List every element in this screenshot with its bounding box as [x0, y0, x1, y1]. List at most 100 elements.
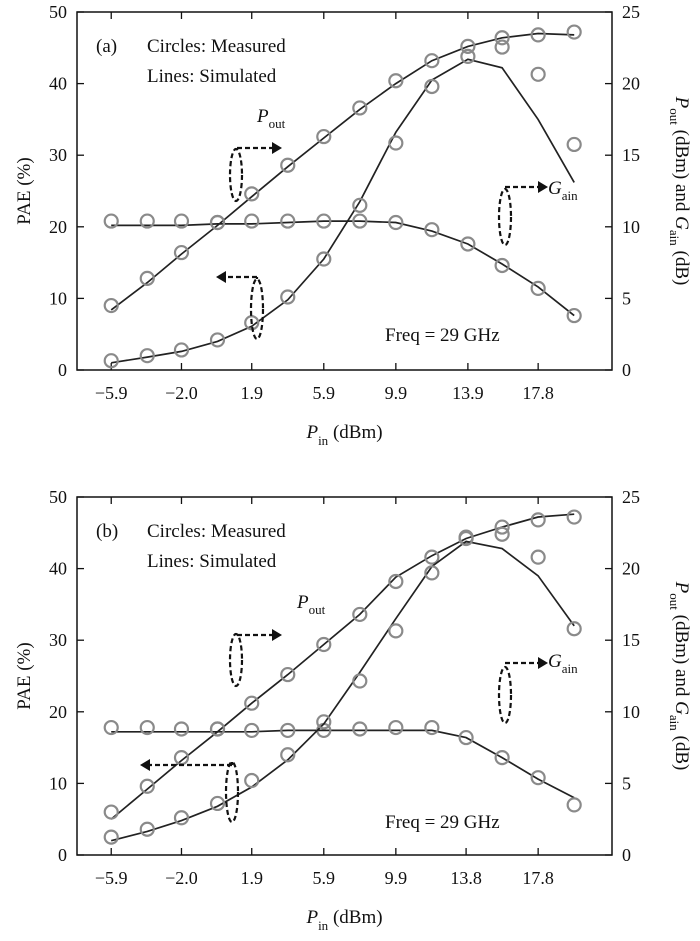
y-left-tick-label: 30 [49, 630, 67, 650]
y-right-title-g: G [671, 701, 692, 715]
y-left-tick-label: 30 [49, 145, 67, 165]
x-axis-title-unit: (dBm) [328, 907, 382, 928]
y-right-title-text: (dBm) and [671, 610, 692, 701]
y-left-tick-label: 20 [49, 702, 67, 722]
x-tick-label: 17.8 [522, 868, 554, 888]
y-left-tick-label: 0 [58, 360, 67, 380]
y-right-title-sub2: ain [667, 715, 682, 731]
annotation-frequency: Freq = 29 GHz [385, 325, 500, 346]
y-right-title-p: P [671, 581, 692, 594]
pout-marker-ellipse [230, 634, 242, 686]
figure: −5.9 −2.0 1.9 5.9 9.9 13.9 17.8010203040500510… [0, 0, 700, 941]
x-tick-label: −2.0 [165, 868, 198, 888]
series-gain-measured-point [245, 215, 258, 228]
series-pout-measured-point [353, 101, 366, 114]
pout-label: Pout [296, 592, 326, 617]
y-right-title-unit: (dB) [671, 731, 692, 771]
pout-marker-arrow-head [272, 142, 282, 154]
series-pae-measured-point [353, 675, 366, 688]
y-right-tick-label: 25 [622, 487, 640, 507]
gain-marker-arrow-head [538, 657, 548, 669]
pout-label-main: P [256, 106, 269, 127]
series-pout-measured-point [281, 159, 294, 172]
y-right-title-sub2: ain [667, 230, 682, 246]
y-left-tick-label: 40 [49, 74, 67, 94]
chart-panel-a: −5.9 −2.0 1.9 5.9 9.9 13.9 17.8 0 10 20 30 40 50 0 5 10… [14, 2, 692, 448]
pae-marker-ellipse [251, 279, 263, 339]
y-right-tick-label: 5 [622, 773, 631, 793]
series-gain-measured-point [245, 724, 258, 737]
annotation-simulated: Lines: Simulated [147, 66, 277, 87]
pout-label: Pout [256, 106, 286, 131]
y-right-tick-label: 10 [622, 702, 640, 722]
x-axis-title-unit: (dBm) [328, 422, 382, 443]
series-pout-measured-point [425, 551, 438, 564]
y-right-title-g: G [671, 216, 692, 230]
gain-label-main: G [548, 178, 562, 199]
series-pae-measured-point [532, 551, 545, 564]
y-right-axis-title: Pout (dBm) and Gain (dB) [667, 581, 692, 771]
pout-label-sub: out [269, 116, 286, 131]
gain-label-main: G [548, 651, 562, 672]
y-right-title-sub: out [667, 108, 682, 125]
y-right-title-unit: (dB) [671, 246, 692, 286]
y-left-tick-label: 0 [58, 845, 67, 865]
y-left-tick-label: 20 [49, 217, 67, 237]
x-tick-label: 5.9 [313, 383, 336, 403]
x-tick-label: 9.9 [385, 383, 408, 403]
x-tick-label: 17.8 [522, 383, 554, 403]
series-pae-measured-point [317, 715, 330, 728]
series-gain-measured-point [568, 798, 581, 811]
series-pout-measured-point [317, 130, 330, 143]
series-gain-measured-point [532, 771, 545, 784]
pout-label-main: P [296, 592, 309, 613]
series-pae-simulated-line [111, 541, 574, 840]
x-tick-label: 5.9 [313, 868, 336, 888]
y-left-tick-label: 50 [49, 487, 67, 507]
series-pae-measured-point [175, 811, 188, 824]
series-gain-measured-point [281, 215, 294, 228]
y-right-title-p: P [671, 96, 692, 109]
series-pae-measured-point [281, 290, 294, 303]
gain-marker-ellipse [499, 189, 511, 245]
chart-panel-b: −5.9 −2.0 1.9 5.9 9.9 13.8 17.8 0 10 20 30 40 50 0 5 10… [14, 487, 692, 933]
x-axis-title-sub: in [318, 433, 329, 448]
series-pae-measured-point [496, 41, 509, 54]
series-gain-measured-point [496, 259, 509, 272]
pout-marker-arrow-head [272, 629, 282, 641]
series-gain-measured-point [389, 721, 402, 734]
series-pae-measured-point [532, 68, 545, 81]
gain-label-sub: ain [562, 661, 578, 676]
pae-marker-arrow-head [140, 759, 150, 771]
y-right-tick-label: 10 [622, 217, 640, 237]
x-axis-title-main: P [305, 907, 318, 928]
y-left-tick-label: 10 [49, 288, 67, 308]
x-tick-label: 1.9 [240, 868, 263, 888]
series-pout-measured-point [532, 513, 545, 526]
y-left-axis-title: PAE (%) [14, 642, 35, 709]
pae-marker-ellipse [226, 762, 238, 822]
annotation-simulated: Lines: Simulated [147, 551, 277, 572]
y-right-tick-label: 20 [622, 559, 640, 579]
x-axis-title: Pin (dBm) [305, 907, 382, 933]
y-right-title-text: (dBm) and [671, 125, 692, 216]
series-gain-measured-point [353, 722, 366, 735]
annotation-measured: Circles: Measured [147, 521, 286, 542]
y-right-tick-label: 15 [622, 630, 640, 650]
y-right-title-sub: out [667, 593, 682, 610]
y-right-tick-label: 15 [622, 145, 640, 165]
series-gain-measured-point [532, 282, 545, 295]
x-axis-title: Pin (dBm) [305, 422, 382, 448]
y-right-tick-label: 25 [622, 2, 640, 22]
x-tick-label: 9.9 [385, 868, 408, 888]
series-pae-simulated-line [111, 59, 574, 363]
y-right-axis-title: Pout (dBm) and Gain (dB) [667, 96, 692, 286]
pae-marker-arrow-head [216, 271, 226, 283]
y-right-tick-label: 20 [622, 74, 640, 94]
x-tick-label: 1.9 [240, 383, 263, 403]
series-gain-measured-point [175, 722, 188, 735]
x-tick-label: 13.9 [452, 383, 484, 403]
y-left-tick-label: 50 [49, 2, 67, 22]
y-left-tick-label: 10 [49, 773, 67, 793]
x-tick-label: 13.8 [450, 868, 482, 888]
